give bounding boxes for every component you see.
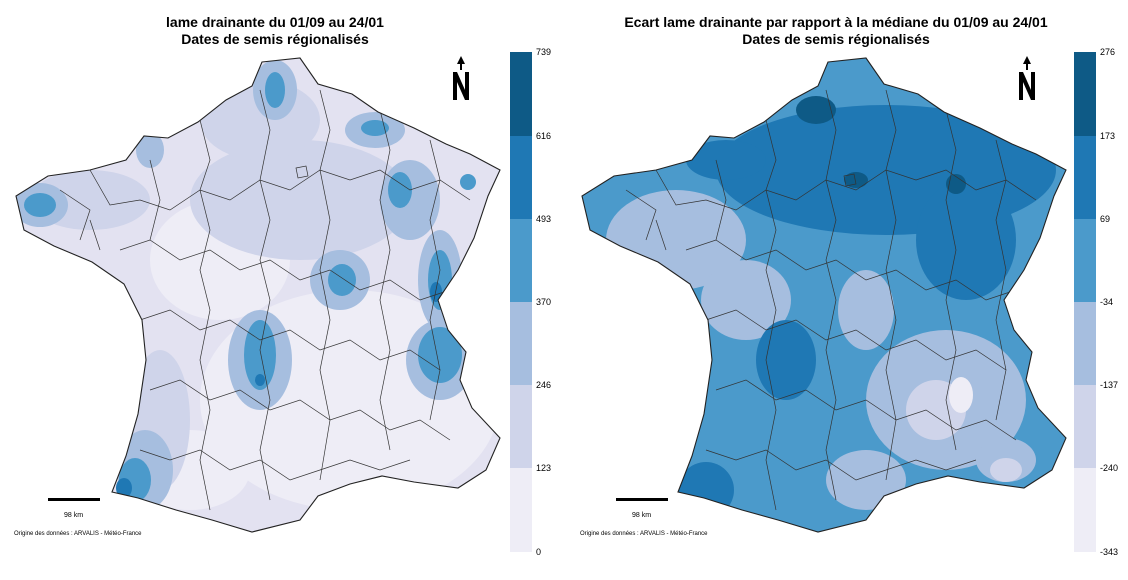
data-source: Origine des données : ARVALIS - Météo-Fr…: [580, 531, 708, 537]
legend-swatch-6: [1074, 468, 1096, 552]
map-panel-right: Ecart lame drainante par rapport à la mé…: [566, 0, 1128, 580]
legend-swatch-1: [1074, 52, 1096, 136]
scale-bar: [616, 498, 668, 501]
north-arrow-icon: [1016, 56, 1038, 106]
legend-tick: 739: [536, 47, 552, 57]
legend-swatch-2: [510, 136, 532, 219]
north-arrow-icon: [450, 56, 472, 106]
legend-tick: 246: [536, 380, 552, 390]
legend-tick: 173: [1100, 131, 1116, 141]
department-borders: [625, 89, 1037, 511]
map-title-line2: Dates de semis régionalisés: [742, 31, 930, 47]
legend-tick: 0: [536, 547, 542, 557]
map-title-line1: Ecart lame drainante par rapport à la mé…: [624, 14, 1048, 30]
map-title-line1: lame drainante du 01/09 au 24/01: [166, 14, 384, 30]
legend-tick: 276: [1100, 47, 1116, 57]
map-panel-left: lame drainante du 01/09 au 24/01 Dates d…: [0, 0, 560, 580]
legend-swatch-4: [1074, 302, 1096, 385]
map-title: Ecart lame drainante par rapport à la mé…: [596, 14, 1076, 48]
legend-tick: 69: [1100, 214, 1111, 224]
scale-label: 98 km: [64, 512, 84, 519]
paris-area: [843, 173, 857, 187]
france-map-right: [581, 57, 1067, 533]
legend-swatch-3: [510, 219, 532, 302]
france-map-left: [15, 57, 501, 533]
legend-swatch-1: [510, 52, 532, 136]
scale-label: 98 km: [632, 512, 652, 519]
paris-area: [295, 165, 309, 179]
legend-tick: -137: [1100, 380, 1119, 390]
scale-bar: [48, 498, 100, 501]
department-borders: [59, 89, 471, 511]
legend-tick: 370: [536, 297, 552, 307]
legend-tick: 123: [536, 463, 552, 473]
data-source: Origine des données : ARVALIS - Météo-Fr…: [14, 531, 142, 537]
legend-swatch-6: [510, 468, 532, 552]
legend-swatch-2: [1074, 136, 1096, 219]
legend-bar: [510, 52, 532, 552]
legend-bar: [1074, 52, 1096, 552]
drainage-zones: [16, 60, 500, 510]
legend-swatch-5: [1074, 385, 1096, 468]
map-title-line2: Dates de semis régionalisés: [181, 31, 369, 47]
legend-swatch-4: [510, 302, 532, 385]
legend-tick: -343: [1100, 547, 1119, 557]
legend-tick: 616: [536, 131, 552, 141]
legend-tick: 493: [536, 214, 552, 224]
legend-tick: -34: [1100, 297, 1114, 307]
map-title: lame drainante du 01/09 au 24/01 Dates d…: [110, 14, 440, 48]
legend-swatch-3: [1074, 219, 1096, 302]
legend-tick: -240: [1100, 463, 1119, 473]
legend-swatch-5: [510, 385, 532, 468]
